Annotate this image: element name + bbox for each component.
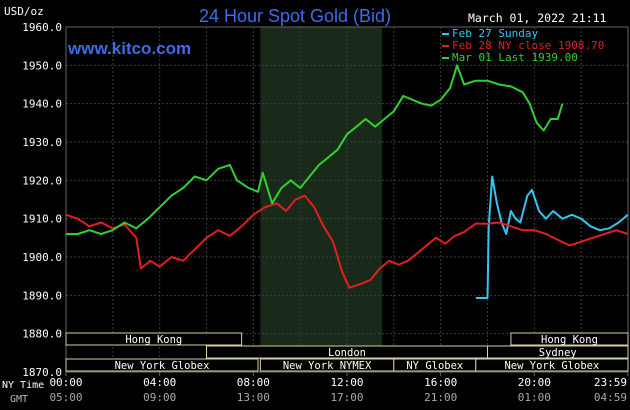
- x-tick-gmt: 05:00: [49, 391, 82, 404]
- x-tick-gmt: 09:00: [143, 391, 176, 404]
- y-tick-label: 1920.0: [22, 174, 62, 187]
- x-tick-ny: 20:00: [518, 376, 551, 389]
- session-box: [475, 358, 629, 372]
- y-tick-label: 1940.0: [22, 98, 62, 111]
- time-axis: NY Time GMT 00:00 04:00 08:00 12:00 16:00 20:00…: [2, 372, 629, 405]
- chart-title: 24 Hour Spot Gold (Bid): [199, 6, 391, 26]
- y-tick-label: 1930.0: [22, 136, 62, 149]
- x-tick-ny: 16:00: [424, 376, 457, 389]
- session-label: Hong Kong: [541, 334, 598, 346]
- x-tick-ny: 04:00: [143, 376, 176, 389]
- x-tick-gmt: 13:00: [237, 391, 270, 404]
- plot-area: 1960.0 1950.0 1940.0 1930.0 1920.0 1910.0 1900…: [22, 21, 629, 379]
- x-tick-ny: 08:00: [237, 376, 270, 389]
- x-tick-gmt: 01:00: [518, 391, 551, 404]
- ny-time-row-label: NY Time: [2, 380, 44, 391]
- y-tick-label: 1880.0: [22, 328, 62, 341]
- gmt-row-label: GMT: [10, 394, 28, 405]
- series-line-2: [66, 64, 564, 235]
- unit-label: USD/oz: [4, 5, 44, 18]
- y-tick-label: 1890.0: [22, 289, 62, 302]
- session-label: Hong Kong: [125, 334, 182, 346]
- legend-entry: Feb 28 NY close 1908.70: [452, 39, 604, 52]
- y-tick-label: 1960.0: [22, 21, 62, 34]
- timestamp: March 01, 2022 21:11: [468, 11, 607, 25]
- x-tick-gmt: 17:00: [330, 391, 363, 404]
- x-tick-ny: 23:59: [594, 376, 627, 389]
- legend-swatch: [442, 45, 449, 47]
- session-box: [487, 345, 629, 359]
- nymex-highlight-band: [260, 27, 383, 372]
- session-label: London: [328, 347, 366, 359]
- session-label: New York Globex: [504, 360, 599, 372]
- website-link[interactable]: www.kitco.com: [67, 39, 191, 58]
- x-tick-gmt: 21:00: [424, 391, 457, 404]
- session-label: Sydney: [539, 347, 577, 359]
- legend-entry: Feb 27 Sunday: [452, 27, 538, 40]
- session-label: New York Globex: [115, 360, 210, 372]
- legend-swatch: [442, 57, 449, 59]
- legend-entry: Mar 01 Last 1939.00: [452, 51, 578, 64]
- session-box: [65, 358, 259, 372]
- session-label: New York NYMEX: [283, 360, 372, 372]
- y-tick-label: 1910.0: [22, 213, 62, 226]
- x-tick-ny: 12:00: [330, 376, 363, 389]
- session-label: NY Globex: [406, 360, 463, 372]
- session-box: [65, 332, 243, 346]
- y-tick-label: 1900.0: [22, 251, 62, 264]
- y-tick-label: 1950.0: [22, 59, 62, 72]
- series-line-0: [475, 175, 629, 299]
- y-tick-label: 1870.0: [22, 366, 62, 379]
- session-box: [510, 332, 629, 346]
- series-line-1: [65, 194, 629, 289]
- x-tick-gmt: 04:59: [594, 391, 627, 404]
- legend-swatch: [442, 33, 449, 35]
- x-tick-ny: 00:00: [49, 376, 82, 389]
